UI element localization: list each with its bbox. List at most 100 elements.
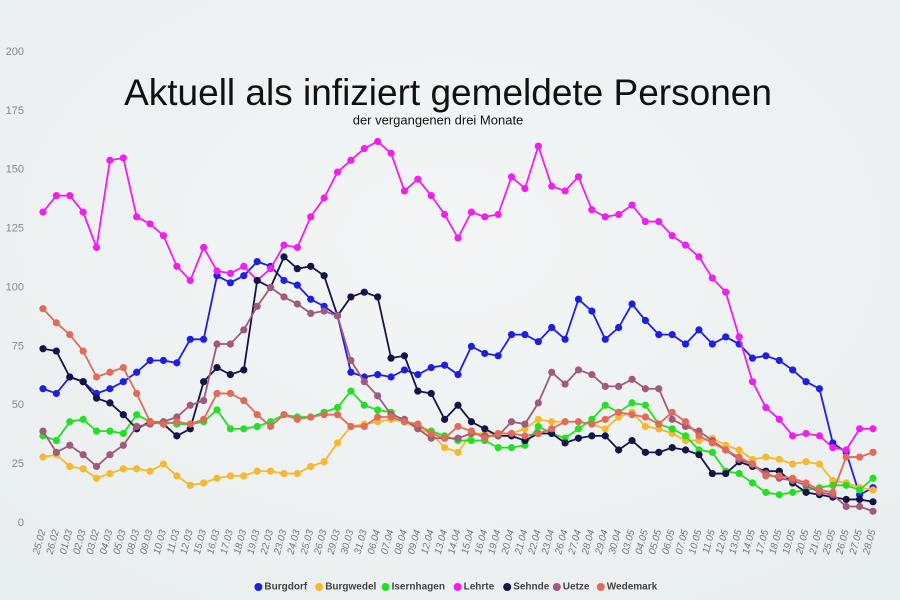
point [615, 210, 623, 219]
point [374, 406, 382, 414]
point [507, 444, 516, 452]
point [601, 432, 609, 440]
legend-marker [596, 583, 605, 591]
point [133, 389, 141, 398]
point [588, 307, 596, 315]
point [226, 279, 235, 287]
point [695, 451, 703, 459]
point [548, 368, 556, 376]
point [722, 333, 730, 341]
point [119, 441, 127, 449]
y-tick-label: 0 [18, 517, 24, 529]
point [427, 363, 435, 372]
point [534, 415, 542, 423]
series [39, 257, 877, 499]
point [186, 276, 194, 285]
point [641, 217, 650, 226]
legend-label: Wedemark [607, 582, 658, 593]
point [454, 371, 462, 379]
point [441, 434, 449, 442]
point [52, 347, 60, 355]
point [641, 316, 650, 325]
point [374, 413, 382, 421]
point [92, 427, 101, 435]
point [253, 257, 261, 266]
point [253, 422, 261, 431]
point [92, 243, 101, 252]
point [66, 441, 74, 449]
point [106, 399, 114, 407]
point [601, 382, 609, 391]
point [52, 389, 60, 398]
point [481, 425, 489, 433]
point [360, 144, 368, 153]
point [226, 340, 235, 348]
point [146, 418, 154, 426]
point [574, 366, 583, 374]
point [655, 385, 663, 393]
series [39, 305, 877, 496]
point [106, 156, 114, 164]
point [668, 408, 676, 416]
point [374, 293, 382, 301]
point [414, 387, 422, 395]
point [106, 469, 114, 478]
point [92, 474, 101, 482]
point [320, 411, 328, 419]
point [133, 465, 141, 473]
point [400, 366, 409, 374]
point [173, 432, 181, 440]
point [39, 208, 47, 216]
point [869, 474, 877, 482]
point [266, 467, 275, 475]
point [133, 411, 141, 419]
point [842, 502, 850, 511]
point [628, 399, 636, 407]
point [173, 262, 181, 270]
point [347, 356, 355, 365]
point [615, 382, 623, 391]
point [748, 479, 757, 487]
point [226, 389, 235, 398]
point [186, 481, 194, 489]
point [681, 418, 690, 426]
point [52, 319, 60, 327]
point [320, 194, 328, 202]
point [815, 432, 824, 440]
point [280, 241, 288, 249]
point [133, 368, 141, 376]
point [628, 201, 636, 209]
legend-label: Sehnde [513, 582, 550, 593]
point [253, 411, 261, 419]
point [708, 448, 716, 456]
point [802, 378, 810, 386]
point [347, 156, 355, 164]
y-tick-label: 175 [6, 105, 24, 117]
point [641, 413, 650, 421]
series [39, 408, 877, 494]
point [574, 434, 583, 442]
legend-marker [552, 583, 561, 591]
point [454, 434, 462, 442]
point [441, 415, 449, 423]
point [173, 418, 181, 426]
point [52, 448, 60, 456]
point [762, 453, 770, 461]
point [307, 262, 315, 270]
point [521, 432, 529, 440]
point [307, 413, 315, 421]
point [79, 415, 87, 423]
point [775, 356, 783, 365]
point [266, 283, 275, 292]
point [347, 293, 355, 301]
point [588, 432, 596, 440]
point [414, 175, 422, 183]
point [253, 276, 261, 285]
point [39, 345, 47, 353]
point [454, 234, 462, 242]
point [534, 422, 542, 431]
point [467, 436, 475, 445]
point [548, 323, 556, 332]
